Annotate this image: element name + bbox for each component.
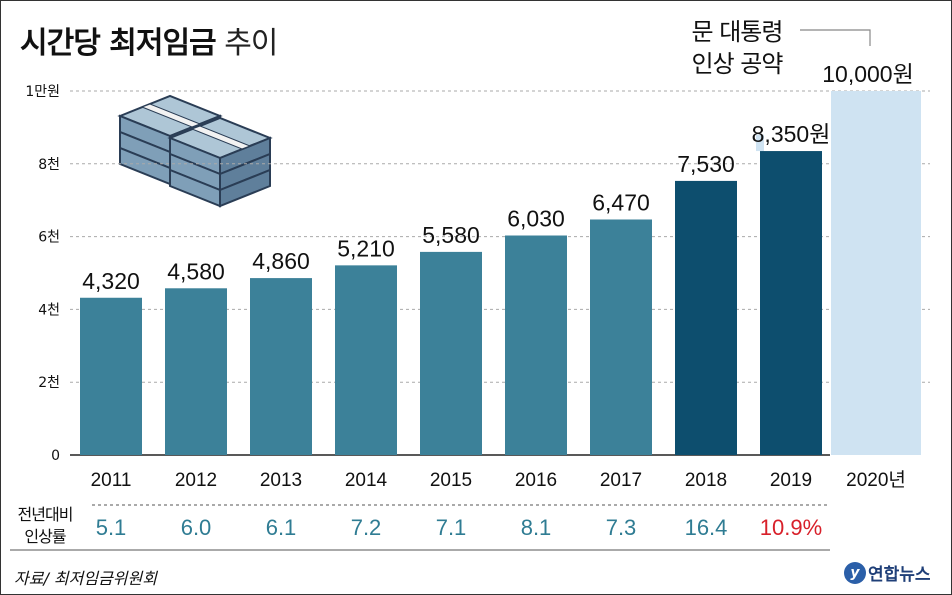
bar-2015	[420, 251, 482, 455]
growth-row-label-line2: 인상률	[24, 527, 66, 546]
bar-2014	[335, 265, 397, 455]
yonhap-logo-text: 연합뉴스	[868, 565, 931, 585]
y-tick-label: 8천	[38, 157, 60, 173]
pledge-line-2: 인상 공약	[691, 50, 784, 78]
pledge-line-1: 문 대통령	[691, 18, 784, 46]
value-label: 4,580	[167, 258, 225, 284]
yonhap-logo: y 연합뉴스	[844, 560, 931, 586]
value-label: 8,350원	[752, 121, 831, 147]
x-category-label: 2012	[175, 470, 217, 491]
pledge-callout-line	[800, 29, 871, 46]
title-bold: 시간당 최저임금	[20, 26, 217, 61]
growth-rate-value: 6.1	[266, 515, 297, 540]
bar-2018	[675, 180, 737, 455]
value-label: 5,580	[422, 222, 480, 248]
growth-rate-value: 8.1	[521, 515, 552, 540]
y-tick-label: 2천	[38, 375, 60, 391]
x-category-label: 2018	[685, 470, 727, 491]
value-label: 10,000원	[822, 61, 914, 87]
value-label: 5,210	[337, 235, 395, 261]
money-stack-icon	[117, 94, 273, 208]
growth-row-label-line1: 전년대비	[17, 505, 74, 524]
bar-2012	[165, 288, 227, 455]
bar-2019	[760, 151, 822, 455]
pledge-band	[756, 134, 764, 152]
value-label: 6,470	[592, 189, 650, 215]
value-label: 4,860	[252, 248, 310, 274]
bar-2017	[590, 219, 652, 455]
y-tick-label: 0	[51, 448, 60, 464]
value-label: 6,030	[507, 206, 565, 232]
x-category-label: 2016	[515, 470, 557, 491]
y-tick-label: 1만원	[25, 84, 60, 100]
yonhap-logo-icon: y	[844, 561, 866, 584]
x-category-label: 2020년	[846, 469, 906, 491]
growth-rate-value: 16.4	[685, 515, 728, 540]
growth-rate-value: 6.0	[181, 515, 212, 540]
value-label: 4,320	[82, 268, 140, 294]
x-category-label: 2015	[430, 470, 472, 491]
growth-rate-value: 7.1	[436, 515, 467, 540]
x-category-label: 2019	[770, 470, 812, 491]
x-category-label: 2011	[91, 470, 132, 491]
bar-2013	[250, 278, 312, 455]
x-category-label: 2014	[345, 470, 388, 491]
x-category-label: 2017	[600, 470, 642, 491]
source-note: 자료/ 최저임금위원회	[14, 569, 157, 588]
bar-2016	[505, 235, 567, 455]
title-light: 추이	[224, 26, 278, 61]
growth-row-label: 전년대비 인상률	[10, 504, 80, 548]
y-tick-label: 6천	[38, 230, 60, 246]
growth-rate-value: 7.2	[351, 515, 382, 540]
growth-rate-value: 7.3	[606, 515, 637, 540]
value-label: 7,530	[677, 151, 735, 177]
pledge-annotation: 문 대통령 인상 공약	[682, 16, 792, 80]
growth-rate-value: 5.1	[96, 515, 127, 540]
chart-title: 시간당 최저임금 추이	[20, 18, 278, 62]
growth-rate-value: 10.9%	[760, 515, 822, 540]
bar-2020년	[831, 91, 921, 455]
y-tick-label: 4천	[38, 302, 60, 318]
x-category-label: 2013	[260, 470, 302, 491]
bar-2011	[80, 297, 142, 455]
